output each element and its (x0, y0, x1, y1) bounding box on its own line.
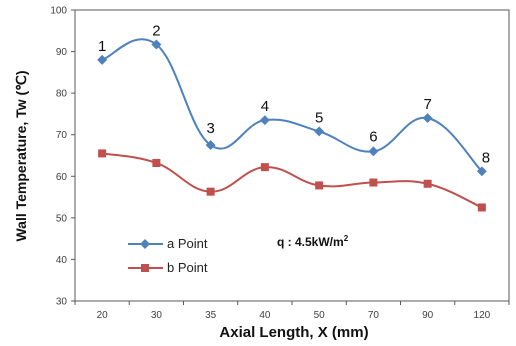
data-point-a-point (368, 146, 379, 157)
legend-a-point-marker (140, 239, 150, 249)
y-tick-label: 70 (56, 130, 68, 141)
y-tick-label: 90 (56, 47, 68, 58)
data-point-a-point (97, 54, 108, 65)
data-point-b-point (152, 158, 161, 167)
heat-flux-annotation-text: q : 4.5kW/m (277, 235, 344, 249)
heat-flux-annotation-sup: 2 (344, 234, 349, 243)
legend-b-point-label: b Point (167, 260, 208, 275)
point-label: 4 (261, 98, 269, 115)
point-label: 7 (423, 96, 431, 113)
y-tick-label: 40 (56, 255, 68, 266)
heat-flux-annotation: q : 4.5kW/m2 (277, 234, 349, 249)
x-tick-label: 20 (97, 310, 109, 321)
plot-area (74, 9, 510, 302)
point-label: 3 (206, 120, 214, 137)
legend-b-point-marker (141, 264, 149, 272)
x-tick-label: 35 (205, 310, 217, 321)
data-point-a-point (314, 126, 325, 137)
x-tick-label: 30 (151, 310, 163, 321)
y-tick-label: 60 (56, 172, 68, 183)
point-label: 1 (98, 38, 106, 55)
x-tick-label: 120 (474, 310, 491, 321)
series-line-b-point (101, 152, 483, 209)
data-point-b-point (260, 163, 269, 172)
data-point-a-point (476, 166, 487, 177)
data-point-b-point (369, 178, 378, 187)
point-label: 5 (315, 109, 323, 126)
data-point-b-point (98, 149, 107, 158)
y-axis-title: Wall Temperature, Tw (℃) (13, 70, 29, 241)
data-point-b-point (206, 187, 215, 196)
data-point-a-point (151, 39, 162, 50)
point-label: 2 (152, 23, 160, 40)
legend-a-point-label: a Point (167, 236, 208, 251)
y-tick-label: 30 (56, 297, 68, 308)
point-label: 6 (369, 128, 377, 145)
point-label: 8 (482, 149, 490, 166)
x-axis-title: Axial Length, X (mm) (219, 324, 368, 341)
x-tick-label: 40 (259, 310, 271, 321)
y-tick-label: 80 (56, 89, 68, 100)
data-point-b-point (423, 179, 432, 188)
x-tick-label: 70 (368, 310, 380, 321)
x-tick-label: 50 (314, 310, 326, 321)
x-tick-label: 90 (422, 310, 434, 321)
legend: a Point b Point (128, 236, 208, 275)
data-point-b-point (477, 203, 486, 212)
data-point-a-point (205, 140, 216, 151)
y-axis-ticks: 30 40 50 60 70 80 90 100 (50, 6, 75, 308)
x-axis-ticks: 20 30 35 40 50 70 90 120 (74, 301, 510, 321)
y-tick-label: 50 (56, 213, 68, 224)
data-point-b-point (315, 181, 324, 190)
y-tick-label: 100 (50, 6, 67, 17)
